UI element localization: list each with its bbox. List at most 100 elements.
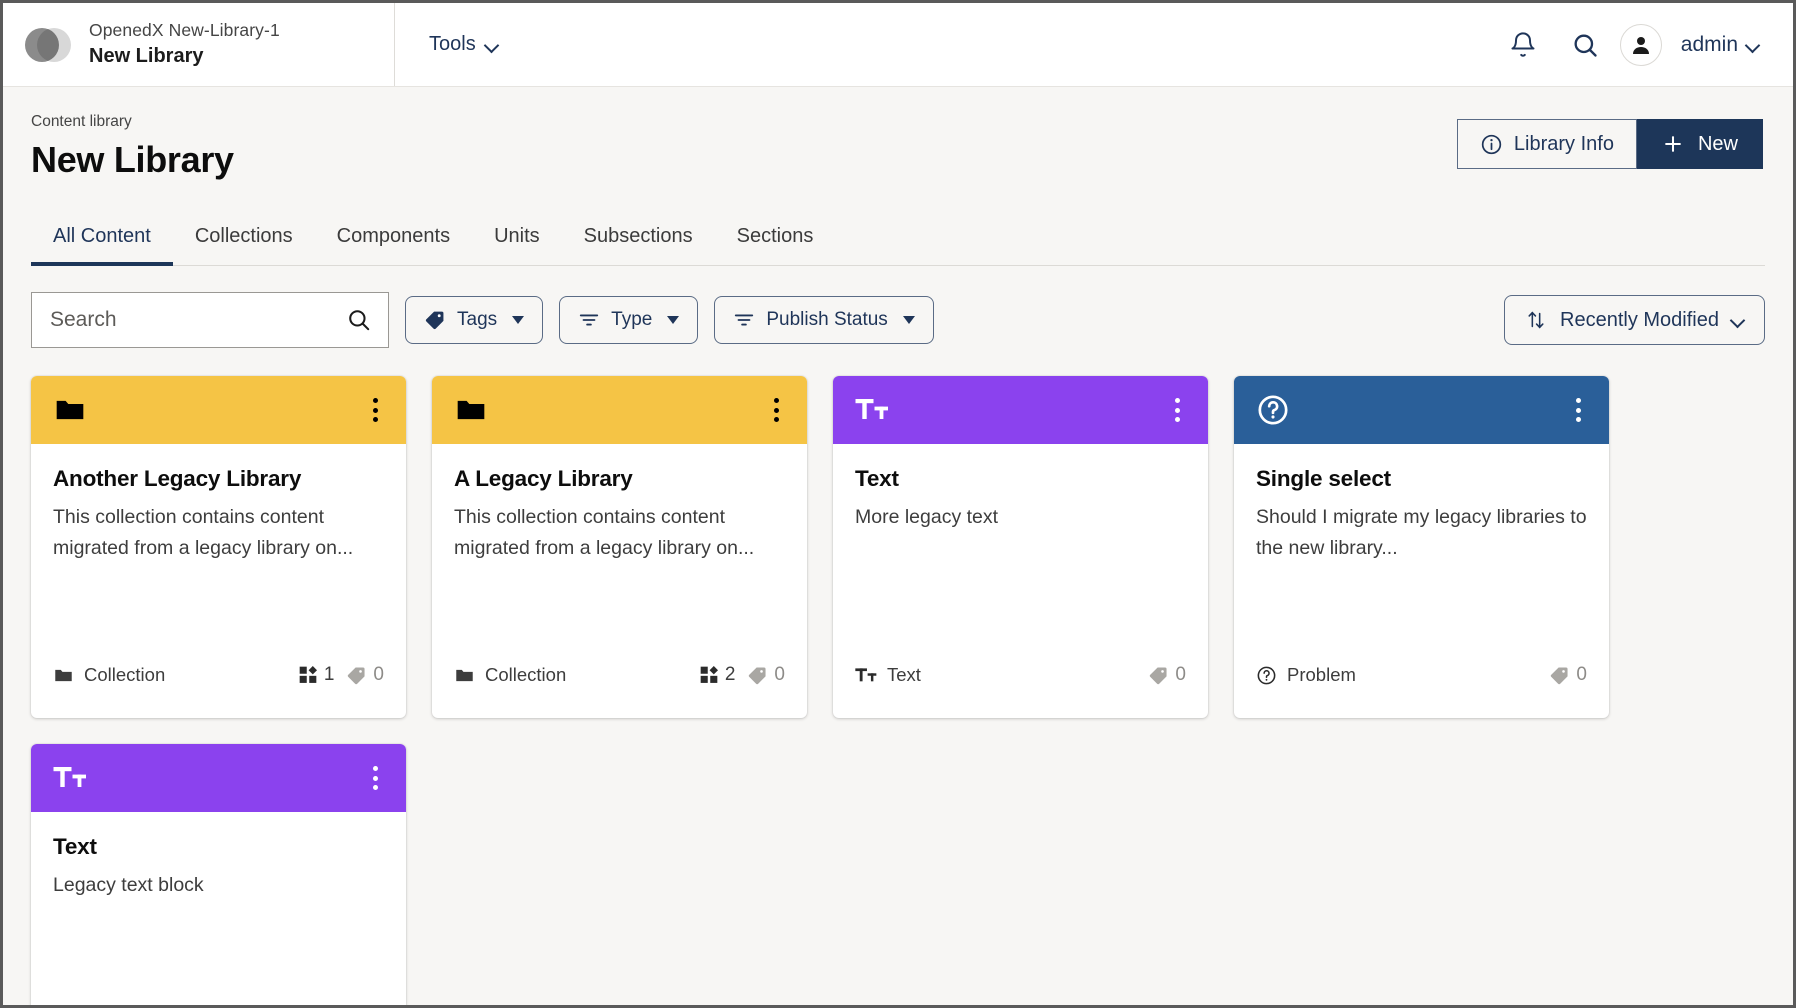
- top-navigation-bar: OpenedX New-Library-1 New Library Tools: [3, 3, 1793, 87]
- card-description: Should I migrate my legacy libraries to …: [1256, 506, 1587, 560]
- card-header: [432, 376, 807, 444]
- plus-icon: [1662, 133, 1684, 155]
- question-circle-icon: [1256, 665, 1277, 686]
- card-description: Legacy text block: [53, 874, 204, 896]
- card-description: This collection contains content migrate…: [454, 506, 755, 560]
- sort-arrows-icon: [1525, 309, 1547, 331]
- blocks-count-icon: [298, 665, 318, 685]
- folder-icon: [53, 665, 74, 686]
- tab-subsections[interactable]: Subsections: [583, 225, 693, 247]
- search-box[interactable]: [31, 292, 389, 348]
- user-label: admin: [1680, 32, 1738, 56]
- tab-components[interactable]: Components: [336, 225, 451, 247]
- card-body: Another Legacy Library This collection c…: [31, 444, 406, 648]
- sort-label: Recently Modified: [1560, 308, 1719, 331]
- question-circle-icon: [1256, 393, 1290, 427]
- blocks-count-icon: [699, 665, 719, 685]
- card-type-label: Collection: [485, 664, 567, 685]
- blocks-count: 1: [323, 664, 335, 685]
- kebab-menu-icon[interactable]: [363, 390, 388, 430]
- sort-button[interactable]: Recently Modified: [1504, 295, 1765, 345]
- tag-icon: [1148, 665, 1169, 686]
- tag-count: 0: [774, 664, 785, 685]
- card-footer: Collection 1: [31, 648, 406, 702]
- tags-label: Tags: [457, 309, 498, 330]
- card-type-label: Text: [887, 664, 921, 685]
- content-card[interactable]: Text More legacy text Text: [833, 376, 1208, 718]
- content-card[interactable]: Single select Should I migrate my legacy…: [1234, 376, 1609, 718]
- brand-title: New Library: [89, 44, 204, 67]
- tags-filter-button[interactable]: Tags: [405, 296, 544, 344]
- card-title: Text: [855, 466, 899, 491]
- folder-icon: [454, 665, 475, 686]
- card-header: [31, 376, 406, 444]
- card-header: [833, 376, 1208, 444]
- card-header: [1234, 376, 1609, 444]
- kebab-menu-icon[interactable]: [1566, 390, 1591, 430]
- card-description: This collection contains content migrate…: [53, 506, 354, 560]
- text-type-icon: [855, 395, 889, 425]
- publish-status-label: Publish Status: [766, 309, 888, 330]
- card-body: Text Legacy text block: [31, 812, 406, 1005]
- brand-block[interactable]: OpenedX New-Library-1 New Library: [3, 3, 395, 86]
- breadcrumb[interactable]: Content library: [31, 113, 132, 130]
- tab-sections[interactable]: Sections: [736, 225, 814, 247]
- card-type-label: Problem: [1287, 664, 1356, 685]
- notifications-bell-icon[interactable]: [1496, 18, 1550, 72]
- card-body: Text More legacy text: [833, 444, 1208, 648]
- caret-down-icon: [902, 316, 915, 324]
- text-type-icon: [53, 763, 87, 793]
- user-menu[interactable]: admin: [1619, 23, 1763, 66]
- card-footer: Problem 0: [1234, 648, 1609, 702]
- card-header: [31, 744, 406, 812]
- type-filter-button[interactable]: Type: [559, 296, 699, 344]
- new-button[interactable]: New: [1636, 119, 1763, 169]
- new-label: New: [1697, 132, 1738, 155]
- content-card[interactable]: Text Legacy text block Text: [31, 744, 406, 1005]
- tab-all-content[interactable]: All Content: [31, 215, 173, 266]
- text-type-icon: [855, 666, 877, 685]
- card-footer: Collection 2: [432, 648, 807, 702]
- chevron-down-icon: [486, 39, 498, 51]
- search-icon[interactable]: [346, 307, 372, 333]
- folder-icon: [454, 393, 488, 427]
- library-info-label: Library Info: [1513, 132, 1614, 155]
- library-info-button[interactable]: Library Info: [1456, 119, 1637, 169]
- search-input[interactable]: [50, 308, 346, 332]
- card-footer: Text 0: [833, 648, 1208, 702]
- nav-spacer: [532, 3, 1496, 86]
- card-type-label: Collection: [84, 664, 166, 685]
- tools-menu[interactable]: Tools: [395, 3, 532, 86]
- filter-toolbar: Tags Type Publish Status: [3, 266, 1793, 348]
- search-icon[interactable]: [1558, 18, 1612, 72]
- venn-logo-icon: [25, 22, 71, 68]
- page-header: Content library New Library Library Info: [3, 87, 1793, 181]
- card-description: More legacy text: [855, 506, 999, 528]
- tag-count: 0: [1175, 664, 1186, 685]
- card-title: A Legacy Library: [454, 466, 633, 491]
- content-card-grid: Another Legacy Library This collection c…: [3, 348, 1793, 1005]
- folder-icon: [53, 393, 87, 427]
- tag-icon: [747, 665, 768, 686]
- card-title: Single select: [1256, 466, 1391, 491]
- user-avatar-icon: [1619, 23, 1662, 66]
- tab-units[interactable]: Units: [494, 225, 540, 247]
- caret-down-icon: [667, 316, 680, 324]
- publish-status-filter-button[interactable]: Publish Status: [714, 296, 934, 344]
- tag-icon: [1549, 665, 1570, 686]
- content-card[interactable]: A Legacy Library This collection contain…: [432, 376, 807, 718]
- kebab-menu-icon[interactable]: [1165, 390, 1190, 430]
- content-card[interactable]: Another Legacy Library This collection c…: [31, 376, 406, 718]
- type-label: Type: [611, 309, 653, 330]
- card-body: A Legacy Library This collection contain…: [432, 444, 807, 648]
- page-title: New Library: [31, 139, 234, 180]
- card-body: Single select Should I migrate my legacy…: [1234, 444, 1609, 648]
- tag-count: 0: [1576, 664, 1587, 685]
- info-circle-icon: [1480, 133, 1503, 156]
- kebab-menu-icon[interactable]: [363, 758, 388, 798]
- tag-count: 0: [373, 664, 384, 685]
- kebab-menu-icon[interactable]: [764, 390, 789, 430]
- nav-right-cluster: admin: [1496, 3, 1793, 86]
- tab-collections[interactable]: Collections: [194, 225, 293, 247]
